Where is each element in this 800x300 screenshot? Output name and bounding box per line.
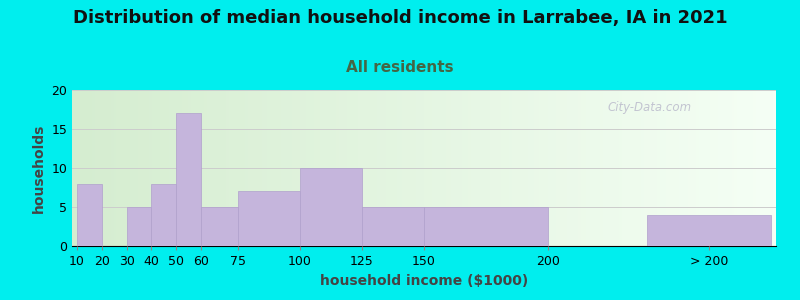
Bar [126,207,151,246]
Text: City-Data.com: City-Data.com [607,101,691,114]
Bar [176,113,201,246]
Bar [77,184,102,246]
Bar [647,215,771,246]
Text: Distribution of median household income in Larrabee, IA in 2021: Distribution of median household income … [73,9,727,27]
Bar [151,184,176,246]
X-axis label: household income ($1000): household income ($1000) [320,274,528,288]
Bar [300,168,362,246]
Text: All residents: All residents [346,60,454,75]
Bar [362,207,424,246]
Bar [424,207,548,246]
Y-axis label: households: households [32,123,46,213]
Bar [201,207,238,246]
Bar [238,191,300,246]
